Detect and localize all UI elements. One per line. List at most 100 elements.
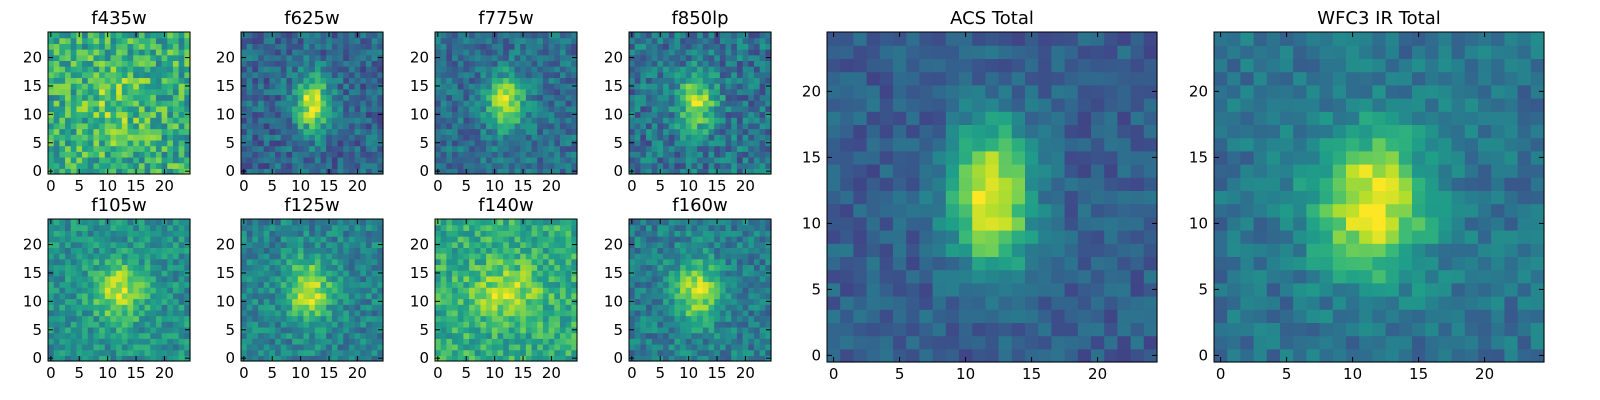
heatmap-cell: [184, 151, 191, 158]
heatmap-cell: [525, 37, 533, 44]
heatmap-cell: [377, 224, 384, 231]
heatmap-cell: [303, 139, 310, 147]
heatmap-cell: [497, 292, 504, 300]
heatmap-cell: [150, 83, 157, 90]
heatmap-cell: [640, 32, 647, 39]
y-tick-label: 20: [410, 49, 429, 67]
heatmap-cell: [337, 270, 344, 277]
heatmap-cell: [542, 264, 550, 271]
heatmap-cell: [708, 111, 715, 118]
heatmap-cell: [309, 145, 316, 152]
heatmap-f160w: [629, 219, 772, 362]
heatmap-cell: [116, 343, 123, 351]
heatmap-cell: [269, 88, 276, 96]
heatmap-cell: [714, 298, 721, 305]
heatmap-cell: [503, 83, 510, 90]
heatmap-cell: [65, 270, 72, 277]
heatmap-cell: [99, 111, 106, 118]
heatmap-cell: [76, 309, 83, 317]
heatmap-cell: [503, 37, 510, 44]
heatmap-cell: [343, 332, 350, 339]
heatmap-cell: [514, 122, 521, 130]
heatmap-cell: [354, 49, 361, 56]
heatmap-cell: [326, 145, 333, 152]
heatmap-cell: [354, 304, 361, 311]
heatmap-cell: [314, 122, 322, 130]
heatmap-cell: [116, 292, 123, 300]
heatmap-cell: [571, 281, 578, 288]
heatmap-cell: [337, 304, 344, 311]
heatmap-cell: [65, 315, 72, 322]
heatmap-cell: [537, 253, 544, 260]
heatmap-cell: [674, 321, 681, 328]
heatmap-cell: [184, 309, 191, 317]
heatmap-cell: [559, 139, 567, 147]
heatmap-cell: [116, 281, 123, 288]
heatmap-cell: [520, 275, 527, 283]
heatmap-cell: [537, 94, 544, 101]
heatmap-cell: [116, 117, 123, 124]
heatmap-cell: [127, 151, 134, 158]
heatmap-cell: [714, 43, 721, 50]
heatmap-cell: [646, 168, 653, 175]
heatmap-cell: [172, 321, 180, 328]
heatmap-cell: [571, 43, 578, 50]
heatmap-cell: [452, 77, 459, 84]
heatmap-cell: [480, 32, 487, 39]
heatmap-cell: [634, 43, 641, 50]
heatmap-cell: [303, 162, 310, 169]
heatmap-cell: [161, 230, 168, 237]
heatmap-cell: [702, 60, 710, 67]
heatmap-cell: [765, 94, 772, 101]
heatmap-cell: [269, 241, 276, 248]
heatmap-cell: [646, 270, 653, 277]
heatmap-cell: [731, 54, 738, 61]
heatmap-cell: [110, 71, 117, 79]
heatmap-cell: [286, 83, 293, 90]
heatmap-cell: [155, 88, 163, 96]
heatmap-cell: [759, 315, 766, 322]
heatmap-cell: [554, 100, 561, 107]
heatmap-cell: [116, 253, 123, 260]
heatmap-cell: [343, 292, 350, 300]
heatmap-cell: [82, 43, 89, 50]
heatmap-cell: [497, 338, 504, 345]
heatmap-cell: [742, 54, 749, 61]
heatmap-cell: [320, 241, 327, 248]
heatmap-cell: [133, 105, 140, 113]
heatmap-cell: [138, 264, 146, 271]
heatmap-cell: [70, 83, 77, 90]
heatmap-cell: [127, 264, 134, 271]
heatmap-cell: [440, 338, 447, 345]
heatmap-cell: [748, 332, 755, 339]
heatmap-cell: [657, 111, 664, 118]
heatmap-cell: [719, 292, 727, 300]
heatmap-cell: [309, 309, 316, 317]
heatmap-cell: [525, 343, 533, 351]
heatmap-cell: [150, 241, 157, 248]
heatmap-cell: [258, 258, 265, 266]
heatmap-cell: [491, 139, 499, 147]
heatmap-cell: [292, 49, 299, 56]
x-tick-label: 5: [655, 177, 665, 195]
heatmap-cell: [736, 128, 744, 135]
heatmap-cell: [748, 326, 755, 334]
heatmap-cell: [337, 54, 344, 61]
heatmap-cell: [178, 264, 185, 271]
heatmap-cell: [765, 162, 772, 169]
heatmap-cell: [167, 94, 174, 101]
heatmap-cell: [491, 151, 499, 158]
heatmap-cell: [520, 111, 527, 118]
heatmap-cell: [469, 122, 476, 130]
heatmap-cell: [87, 43, 95, 50]
heatmap-cell: [348, 43, 356, 50]
heatmap-cell: [292, 219, 299, 226]
heatmap-cell: [452, 83, 459, 90]
heatmap-cell: [337, 355, 344, 362]
heatmap-cell: [525, 326, 533, 334]
heatmap-cell: [354, 100, 361, 107]
heatmap-cell: [640, 100, 647, 107]
heatmap-cell: [469, 343, 476, 351]
heatmap-cell: [275, 219, 282, 226]
heatmap-cell: [161, 156, 168, 164]
